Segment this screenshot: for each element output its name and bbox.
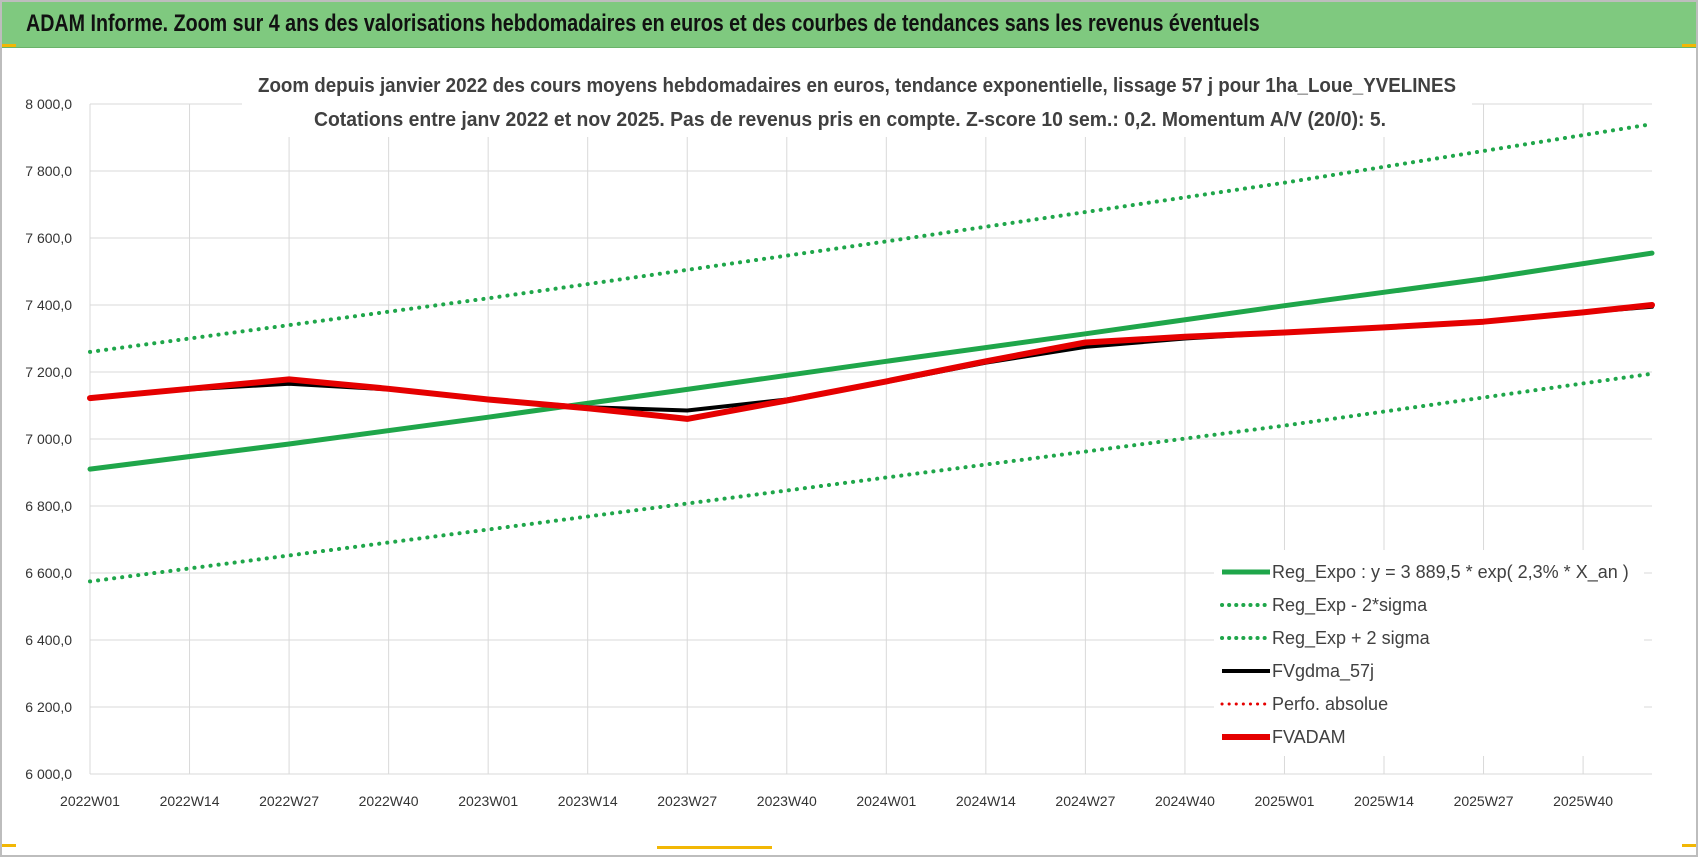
y-tick-label: 7 200,0 <box>25 364 72 380</box>
legend-label: Reg_Exp + 2 sigma <box>1272 628 1431 649</box>
x-tick-label: 2025W14 <box>1354 793 1414 809</box>
y-axis-ticks: 6 000,0 6 200,0 6 400,0 6 600,0 6 800,0 7 000… <box>25 96 72 782</box>
corner-mark-top-right <box>1682 44 1696 47</box>
series-line-0 <box>87 250 1655 472</box>
legend: Reg_Expo : y = 3 889,5 * exp( 2,3% * X_a… <box>1214 550 1644 756</box>
chart-subtitle: Cotations entre janv 2022 et nov 2025. P… <box>314 109 1386 131</box>
x-tick-label: 2025W01 <box>1255 793 1315 809</box>
series-line-2 <box>88 122 1654 354</box>
x-tick-label: 2023W27 <box>657 793 717 809</box>
y-tick-label: 7 000,0 <box>25 431 72 447</box>
x-tick-label: 2022W14 <box>160 793 220 809</box>
corner-mark-bottom-left <box>2 844 16 847</box>
series-line-3 <box>88 304 1654 413</box>
x-tick-label: 2022W01 <box>60 793 120 809</box>
y-tick-label: 7 600,0 <box>25 230 72 246</box>
legend-label: FVgdma_57j <box>1272 661 1374 682</box>
x-tick-label: 2023W01 <box>458 793 518 809</box>
y-tick-label: 6 200,0 <box>25 699 72 715</box>
x-tick-label: 2024W01 <box>856 793 916 809</box>
x-tick-label: 2022W27 <box>259 793 319 809</box>
x-tick-label: 2025W40 <box>1553 793 1613 809</box>
series-line-5 <box>87 302 1655 422</box>
banner-title: ADAM Informe. Zoom sur 4 ans des valoris… <box>26 10 1260 37</box>
legend-label: Reg_Expo : y = 3 889,5 * exp( 2,3% * X_a… <box>1272 562 1629 583</box>
x-tick-label: 2025W27 <box>1454 793 1514 809</box>
legend-label: Perfo. absolue <box>1272 694 1388 714</box>
series-line-1 <box>88 371 1654 584</box>
y-tick-label: 8 000,0 <box>25 96 72 112</box>
y-tick-label: 7 400,0 <box>25 297 72 313</box>
y-tick-label: 6 800,0 <box>25 498 72 514</box>
corner-mark-bottom-right <box>1682 844 1696 847</box>
grid-lines <box>89 103 1652 775</box>
corner-mark-bottom-center <box>657 846 772 849</box>
y-tick-label: 7 800,0 <box>25 163 72 179</box>
x-tick-label: 2024W40 <box>1155 793 1215 809</box>
legend-label: FVADAM <box>1272 727 1346 747</box>
y-tick-label: 6 600,0 <box>25 565 72 581</box>
x-tick-label: 2023W40 <box>757 793 817 809</box>
y-tick-label: 6 000,0 <box>25 766 72 782</box>
legend-background <box>1214 550 1644 756</box>
x-tick-label: 2022W40 <box>359 793 419 809</box>
title-background <box>242 67 1472 137</box>
y-tick-label: 6 400,0 <box>25 632 72 648</box>
chart-title: Zoom depuis janvier 2022 des cours moyen… <box>258 75 1456 97</box>
series-lines <box>87 122 1655 584</box>
x-tick-label: 2024W14 <box>956 793 1016 809</box>
x-tick-label: 2024W27 <box>1055 793 1115 809</box>
x-tick-label: 2023W14 <box>558 793 618 809</box>
x-axis-ticks: 2022W01 2022W14 2022W27 2022W40 2023W01 2023W… <box>60 793 1613 809</box>
chart-titles: Zoom depuis janvier 2022 des cours moyen… <box>242 67 1472 137</box>
corner-mark-top-left <box>2 44 16 47</box>
report-banner: ADAM Informe. Zoom sur 4 ans des valoris… <box>2 2 1696 48</box>
legend-label: Reg_Exp - 2*sigma <box>1272 595 1428 616</box>
